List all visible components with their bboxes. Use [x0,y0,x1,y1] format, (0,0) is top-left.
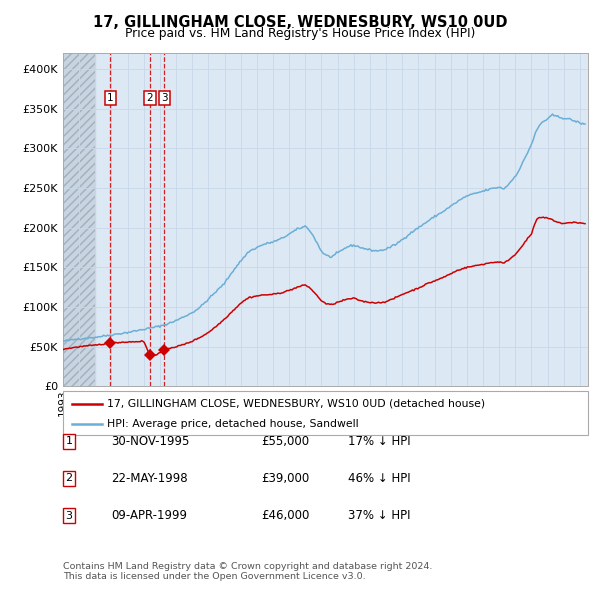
Text: 17, GILLINGHAM CLOSE, WEDNESBURY, WS10 0UD: 17, GILLINGHAM CLOSE, WEDNESBURY, WS10 0… [93,15,507,30]
Text: 17, GILLINGHAM CLOSE, WEDNESBURY, WS10 0UD (detached house): 17, GILLINGHAM CLOSE, WEDNESBURY, WS10 0… [107,399,485,408]
Bar [63,53,95,386]
Text: 22-MAY-1998: 22-MAY-1998 [111,472,188,485]
Text: 3: 3 [65,511,73,520]
Text: 3: 3 [161,93,167,103]
Text: 2: 2 [65,474,73,483]
Text: 09-APR-1999: 09-APR-1999 [111,509,187,522]
Text: £39,000: £39,000 [261,472,309,485]
Text: 37% ↓ HPI: 37% ↓ HPI [348,509,410,522]
Bar [63,53,95,386]
Text: Contains HM Land Registry data © Crown copyright and database right 2024.
This d: Contains HM Land Registry data © Crown c… [63,562,433,581]
Text: 2: 2 [146,93,153,103]
Text: 46% ↓ HPI: 46% ↓ HPI [348,472,410,485]
Text: 30-NOV-1995: 30-NOV-1995 [111,435,190,448]
Text: £46,000: £46,000 [261,509,310,522]
Text: HPI: Average price, detached house, Sandwell: HPI: Average price, detached house, Sand… [107,419,358,429]
Text: Price paid vs. HM Land Registry's House Price Index (HPI): Price paid vs. HM Land Registry's House … [125,27,475,40]
Text: 17% ↓ HPI: 17% ↓ HPI [348,435,410,448]
Text: £55,000: £55,000 [261,435,309,448]
Text: 1: 1 [65,437,73,446]
Text: 1: 1 [107,93,113,103]
